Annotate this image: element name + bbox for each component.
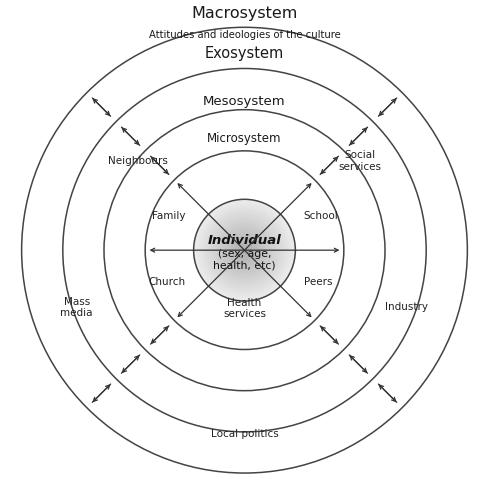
Text: Peers: Peers	[303, 277, 331, 287]
Circle shape	[216, 222, 272, 278]
Circle shape	[218, 224, 270, 277]
Circle shape	[205, 211, 283, 289]
Text: Social
services: Social services	[337, 150, 380, 172]
Circle shape	[214, 221, 274, 280]
Circle shape	[195, 201, 293, 299]
Text: Health
services: Health services	[223, 298, 265, 319]
Circle shape	[243, 249, 245, 251]
Circle shape	[206, 212, 282, 288]
Circle shape	[223, 229, 265, 271]
Circle shape	[209, 215, 279, 285]
Circle shape	[232, 238, 256, 262]
Circle shape	[207, 214, 281, 286]
Circle shape	[229, 235, 259, 265]
Circle shape	[203, 209, 285, 291]
Text: Individual: Individual	[207, 234, 281, 247]
Circle shape	[225, 231, 263, 269]
Text: Church: Church	[148, 277, 185, 287]
Circle shape	[237, 244, 251, 257]
Circle shape	[230, 236, 258, 264]
Circle shape	[236, 242, 252, 259]
Text: Attitudes and ideologies of the culture: Attitudes and ideologies of the culture	[148, 30, 340, 40]
Circle shape	[228, 234, 260, 266]
Circle shape	[233, 239, 255, 261]
Circle shape	[235, 241, 253, 260]
Circle shape	[217, 223, 271, 277]
Circle shape	[204, 210, 284, 290]
Circle shape	[211, 217, 277, 283]
Circle shape	[196, 202, 292, 299]
Circle shape	[198, 204, 290, 296]
Circle shape	[239, 245, 249, 255]
Circle shape	[241, 247, 247, 254]
Circle shape	[62, 68, 426, 432]
Circle shape	[194, 200, 294, 300]
Text: Exosystem: Exosystem	[204, 46, 284, 61]
Circle shape	[224, 231, 264, 270]
Text: Family: Family	[152, 211, 185, 221]
Circle shape	[215, 222, 273, 279]
Circle shape	[145, 151, 343, 349]
Circle shape	[104, 110, 384, 391]
Circle shape	[220, 226, 268, 274]
Circle shape	[224, 230, 264, 270]
Text: Mass
media: Mass media	[60, 297, 93, 318]
Circle shape	[193, 199, 295, 301]
Circle shape	[197, 203, 291, 298]
Circle shape	[198, 203, 290, 297]
Text: School: School	[303, 211, 338, 221]
Circle shape	[243, 248, 245, 252]
Circle shape	[203, 209, 285, 292]
Circle shape	[236, 243, 252, 258]
Text: Neighbours: Neighbours	[108, 156, 167, 166]
Text: Local politics: Local politics	[210, 429, 278, 439]
Circle shape	[220, 225, 268, 275]
Circle shape	[226, 232, 262, 268]
Circle shape	[219, 225, 269, 276]
Circle shape	[212, 218, 276, 283]
Text: Microsystem: Microsystem	[207, 132, 281, 144]
Circle shape	[214, 220, 274, 281]
Circle shape	[231, 238, 257, 263]
Circle shape	[21, 27, 467, 473]
Circle shape	[230, 237, 258, 264]
Text: (sex, age,
health, etc): (sex, age, health, etc)	[213, 249, 275, 271]
Circle shape	[240, 246, 248, 254]
Circle shape	[199, 205, 289, 295]
Circle shape	[242, 247, 246, 253]
Text: Industry: Industry	[384, 303, 427, 312]
Circle shape	[210, 216, 278, 284]
Circle shape	[200, 206, 288, 294]
Circle shape	[201, 207, 287, 293]
Circle shape	[213, 219, 275, 282]
Text: Mesosystem: Mesosystem	[203, 95, 285, 108]
Circle shape	[221, 227, 267, 273]
Circle shape	[202, 208, 286, 293]
Circle shape	[207, 213, 281, 287]
Circle shape	[227, 233, 261, 267]
Circle shape	[234, 240, 254, 261]
Text: Macrosystem: Macrosystem	[191, 5, 297, 20]
Circle shape	[238, 244, 250, 256]
Circle shape	[222, 228, 266, 272]
Circle shape	[208, 215, 280, 286]
